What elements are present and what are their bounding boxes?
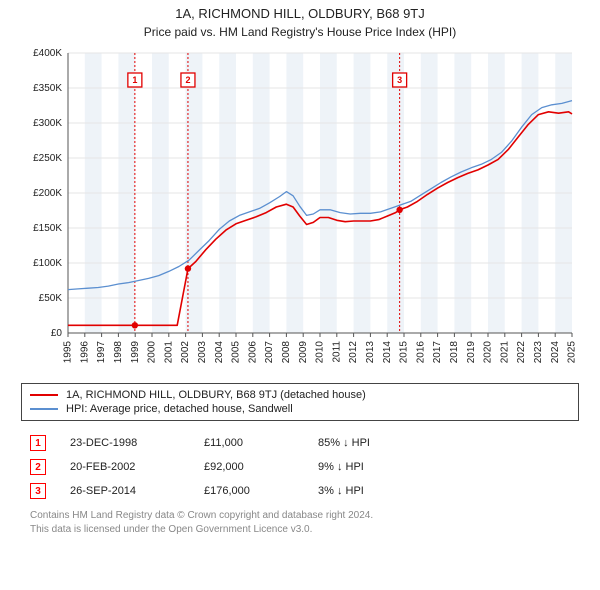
footer-line-2: This data is licensed under the Open Gov… <box>30 523 570 537</box>
legend-label: HPI: Average price, detached house, Sand… <box>66 403 293 415</box>
svg-text:2008: 2008 <box>281 341 292 364</box>
svg-text:1997: 1997 <box>96 341 107 364</box>
svg-text:2018: 2018 <box>449 341 460 364</box>
event-price: £92,000 <box>204 461 294 473</box>
svg-text:2002: 2002 <box>180 341 191 364</box>
svg-text:£150K: £150K <box>33 223 62 234</box>
svg-text:2000: 2000 <box>147 341 158 364</box>
svg-text:1996: 1996 <box>79 341 90 364</box>
svg-text:2025: 2025 <box>567 341 578 364</box>
event-price: £11,000 <box>204 437 294 449</box>
chart-subtitle: Price paid vs. HM Land Registry's House … <box>0 21 600 45</box>
svg-text:2004: 2004 <box>214 341 225 364</box>
svg-text:2016: 2016 <box>415 341 426 364</box>
svg-text:1999: 1999 <box>130 341 141 364</box>
svg-text:2005: 2005 <box>231 341 242 364</box>
svg-text:£350K: £350K <box>33 83 62 94</box>
svg-text:£50K: £50K <box>39 293 63 304</box>
events-table: 1 23-DEC-1998 £11,000 85% ↓ HPI 2 20-FEB-2002… <box>30 431 570 503</box>
svg-text:1995: 1995 <box>63 341 74 364</box>
svg-text:2019: 2019 <box>466 341 477 364</box>
svg-text:2023: 2023 <box>533 341 544 364</box>
svg-text:2006: 2006 <box>247 341 258 364</box>
svg-text:2015: 2015 <box>399 341 410 364</box>
svg-text:2021: 2021 <box>499 341 510 364</box>
footer-line-1: Contains HM Land Registry data © Crown c… <box>30 509 570 523</box>
chart-title: 1A, RICHMOND HILL, OLDBURY, B68 9TJ <box>0 0 600 21</box>
svg-text:1998: 1998 <box>113 341 124 364</box>
event-diff: 85% ↓ HPI <box>318 437 428 449</box>
svg-text:2014: 2014 <box>382 341 393 364</box>
svg-text:£400K: £400K <box>33 48 62 59</box>
line-chart: £0 £50K £100K £150K £200K £250K £300K £350K £400… <box>20 45 580 375</box>
svg-text:£200K: £200K <box>33 188 62 199</box>
svg-text:2007: 2007 <box>264 341 275 364</box>
svg-text:£0: £0 <box>51 328 63 339</box>
svg-text:2024: 2024 <box>550 341 561 364</box>
event-marker: 1 <box>30 435 46 451</box>
svg-text:2013: 2013 <box>365 341 376 364</box>
svg-text:£100K: £100K <box>33 258 62 269</box>
svg-text:2011: 2011 <box>331 341 342 363</box>
svg-text:3: 3 <box>397 75 402 85</box>
event-row: 2 20-FEB-2002 £92,000 9% ↓ HPI <box>30 455 570 479</box>
footer: Contains HM Land Registry data © Crown c… <box>30 509 570 536</box>
svg-text:2003: 2003 <box>197 341 208 364</box>
svg-text:2020: 2020 <box>483 341 494 364</box>
legend-swatch <box>30 394 58 396</box>
svg-text:1: 1 <box>132 75 137 85</box>
event-marker: 3 <box>30 483 46 499</box>
event-row: 3 26-SEP-2014 £176,000 3% ↓ HPI <box>30 479 570 503</box>
legend-item: 1A, RICHMOND HILL, OLDBURY, B68 9TJ (det… <box>30 388 570 402</box>
svg-text:2009: 2009 <box>298 341 309 364</box>
legend-label: 1A, RICHMOND HILL, OLDBURY, B68 9TJ (det… <box>66 389 366 401</box>
svg-text:2012: 2012 <box>348 341 359 364</box>
event-date: 20-FEB-2002 <box>70 461 180 473</box>
svg-text:2010: 2010 <box>315 341 326 364</box>
svg-text:£250K: £250K <box>33 153 62 164</box>
event-price: £176,000 <box>204 485 294 497</box>
event-date: 23-DEC-1998 <box>70 437 180 449</box>
event-marker: 2 <box>30 459 46 475</box>
legend-item: HPI: Average price, detached house, Sand… <box>30 402 570 416</box>
svg-text:2: 2 <box>185 75 190 85</box>
legend-swatch <box>30 408 58 410</box>
event-diff: 3% ↓ HPI <box>318 485 428 497</box>
event-row: 1 23-DEC-1998 £11,000 85% ↓ HPI <box>30 431 570 455</box>
event-date: 26-SEP-2014 <box>70 485 180 497</box>
event-diff: 9% ↓ HPI <box>318 461 428 473</box>
svg-text:2022: 2022 <box>516 341 527 364</box>
svg-text:2017: 2017 <box>432 341 443 364</box>
chart-area: £0 £50K £100K £150K £200K £250K £300K £350K £400… <box>20 45 580 375</box>
svg-text:£300K: £300K <box>33 118 62 129</box>
legend: 1A, RICHMOND HILL, OLDBURY, B68 9TJ (det… <box>21 383 579 421</box>
svg-text:2001: 2001 <box>163 341 174 364</box>
